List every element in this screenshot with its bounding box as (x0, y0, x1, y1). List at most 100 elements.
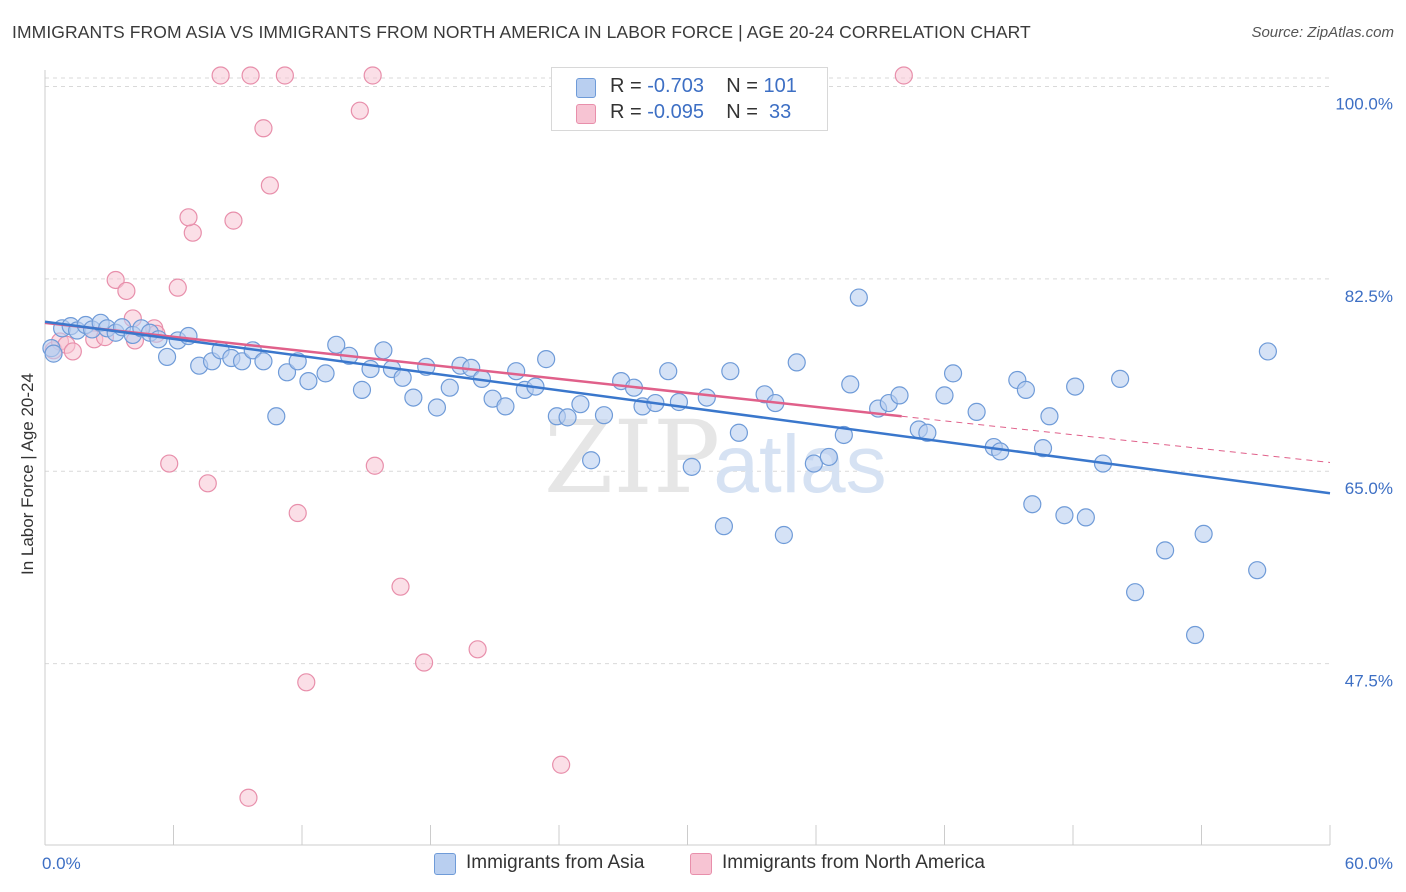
point-north-america-16 (198, 474, 217, 493)
point-asia-85 (1016, 380, 1035, 399)
axes (44, 70, 1331, 846)
stats-legend: R = -0.703 N = 101 R = -0.095 N = 33 (551, 67, 828, 131)
point-asia-44 (496, 397, 515, 416)
y-tick-label-3: 100.0% (1335, 94, 1393, 113)
point-asia-39 (440, 378, 459, 397)
legend-n-label: N = (726, 101, 764, 123)
y-tick-label-0: 47.5% (1345, 672, 1393, 691)
point-north-america-17 (211, 66, 230, 85)
point-asia-81 (967, 402, 986, 421)
point-asia-98 (1248, 561, 1267, 580)
trend-line-north-america (44, 321, 902, 418)
point-north-america-24 (297, 673, 316, 692)
legend-r-value-north-america: -0.095 (647, 101, 704, 123)
point-north-america-14 (183, 223, 202, 242)
tick-labels: 47.5% 65.0% 82.5% 100.0% 0.0% 60.0% (42, 94, 1393, 873)
point-asia-94 (1126, 583, 1145, 602)
point-north-america-21 (260, 176, 279, 195)
point-north-america-12 (160, 454, 179, 473)
point-asia-50 (558, 408, 577, 427)
point-asia-62 (714, 517, 734, 536)
point-asia-88 (1040, 407, 1059, 426)
trend-line-north-america-extension (901, 415, 1331, 463)
point-asia-64 (729, 423, 749, 442)
point-north-america-3 (63, 342, 82, 361)
point-asia-74 (849, 288, 868, 307)
point-north-america-20 (254, 119, 273, 138)
point-north-america-6 (106, 270, 125, 290)
point-north-america-29 (414, 653, 434, 672)
point-asia-63 (721, 362, 740, 381)
point-asia-58 (659, 362, 678, 381)
point-asia-45 (507, 362, 526, 381)
point-asia-95 (1155, 541, 1175, 560)
point-north-america-27 (365, 456, 384, 475)
series-asia-points (42, 288, 1277, 645)
point-asia-51 (571, 395, 590, 414)
point-north-america-28 (391, 577, 410, 596)
point-asia-87 (1033, 439, 1053, 458)
bottom-legend-swatch-north-america (690, 853, 712, 875)
point-asia-60 (682, 457, 701, 476)
point-north-america-18 (224, 211, 243, 230)
x-tick-label-max: 60.0% (1345, 854, 1393, 873)
legend-n-label: N = (726, 75, 764, 97)
point-north-america-30 (468, 640, 487, 659)
point-asia-61 (697, 388, 716, 407)
point-asia-27 (299, 371, 318, 391)
point-asia-67 (774, 525, 793, 545)
point-asia-33 (374, 341, 393, 360)
point-north-america-26 (363, 66, 382, 85)
legend-n-value-north-america: 33 (763, 101, 792, 123)
point-asia-32 (361, 359, 380, 379)
point-asia-83 (991, 442, 1010, 461)
point-asia-48 (537, 350, 556, 369)
point-asia-90 (1066, 377, 1085, 396)
point-asia-36 (404, 388, 423, 407)
point-asia-52 (582, 451, 601, 470)
point-north-america-31 (552, 755, 571, 774)
legend-r-value-asia: -0.703 (647, 75, 704, 97)
point-asia-31 (352, 380, 372, 399)
point-north-america-7 (117, 281, 136, 301)
point-north-america-22 (275, 66, 294, 85)
point-asia-70 (819, 447, 838, 467)
point-asia-80 (943, 364, 963, 383)
bottom-legend-label-asia: Immigrants from Asia (466, 852, 645, 873)
point-asia-91 (1076, 508, 1095, 527)
bottom-legend-swatch-asia (434, 853, 456, 875)
point-north-america-32 (239, 788, 258, 807)
point-asia-99 (1258, 342, 1277, 361)
point-asia-23 (254, 352, 273, 371)
point-asia-86 (1023, 495, 1042, 514)
point-asia-68 (787, 353, 806, 372)
trend-line-asia (44, 320, 1331, 495)
trend-lines (44, 320, 1331, 495)
grid-lines (45, 77, 1330, 665)
legend-swatch-north-america (576, 104, 596, 124)
point-asia-97 (1194, 524, 1213, 544)
point-asia-53 (594, 406, 614, 425)
point-asia-71 (834, 425, 853, 445)
bottom-legend-label-north-america: Immigrants from North America (722, 852, 985, 873)
point-north-america-19 (241, 66, 260, 85)
point-asia-38 (427, 398, 447, 417)
point-north-america-13 (168, 278, 187, 297)
point-asia-21 (232, 352, 252, 371)
y-tick-label-2: 82.5% (1345, 287, 1393, 306)
legend-swatch-asia (576, 78, 596, 98)
point-north-america-25 (350, 101, 369, 120)
point-north-america-23 (288, 503, 307, 523)
chart-title: IMMIGRANTS FROM ASIA VS IMMIGRANTS FROM … (12, 22, 1031, 42)
point-asia-76 (890, 386, 909, 405)
point-asia-28 (316, 364, 335, 383)
source-label: Source: ZipAtlas.com (1251, 24, 1394, 41)
point-asia-89 (1055, 506, 1074, 525)
point-asia-69 (804, 454, 823, 473)
point-asia-78 (918, 423, 937, 442)
point-asia-72 (841, 375, 860, 394)
point-asia-96 (1185, 625, 1205, 645)
legend-r-label: R = (610, 75, 648, 97)
point-asia-93 (1111, 369, 1130, 389)
y-axis-label: In Labor Force | Age 20-24 (18, 373, 37, 575)
